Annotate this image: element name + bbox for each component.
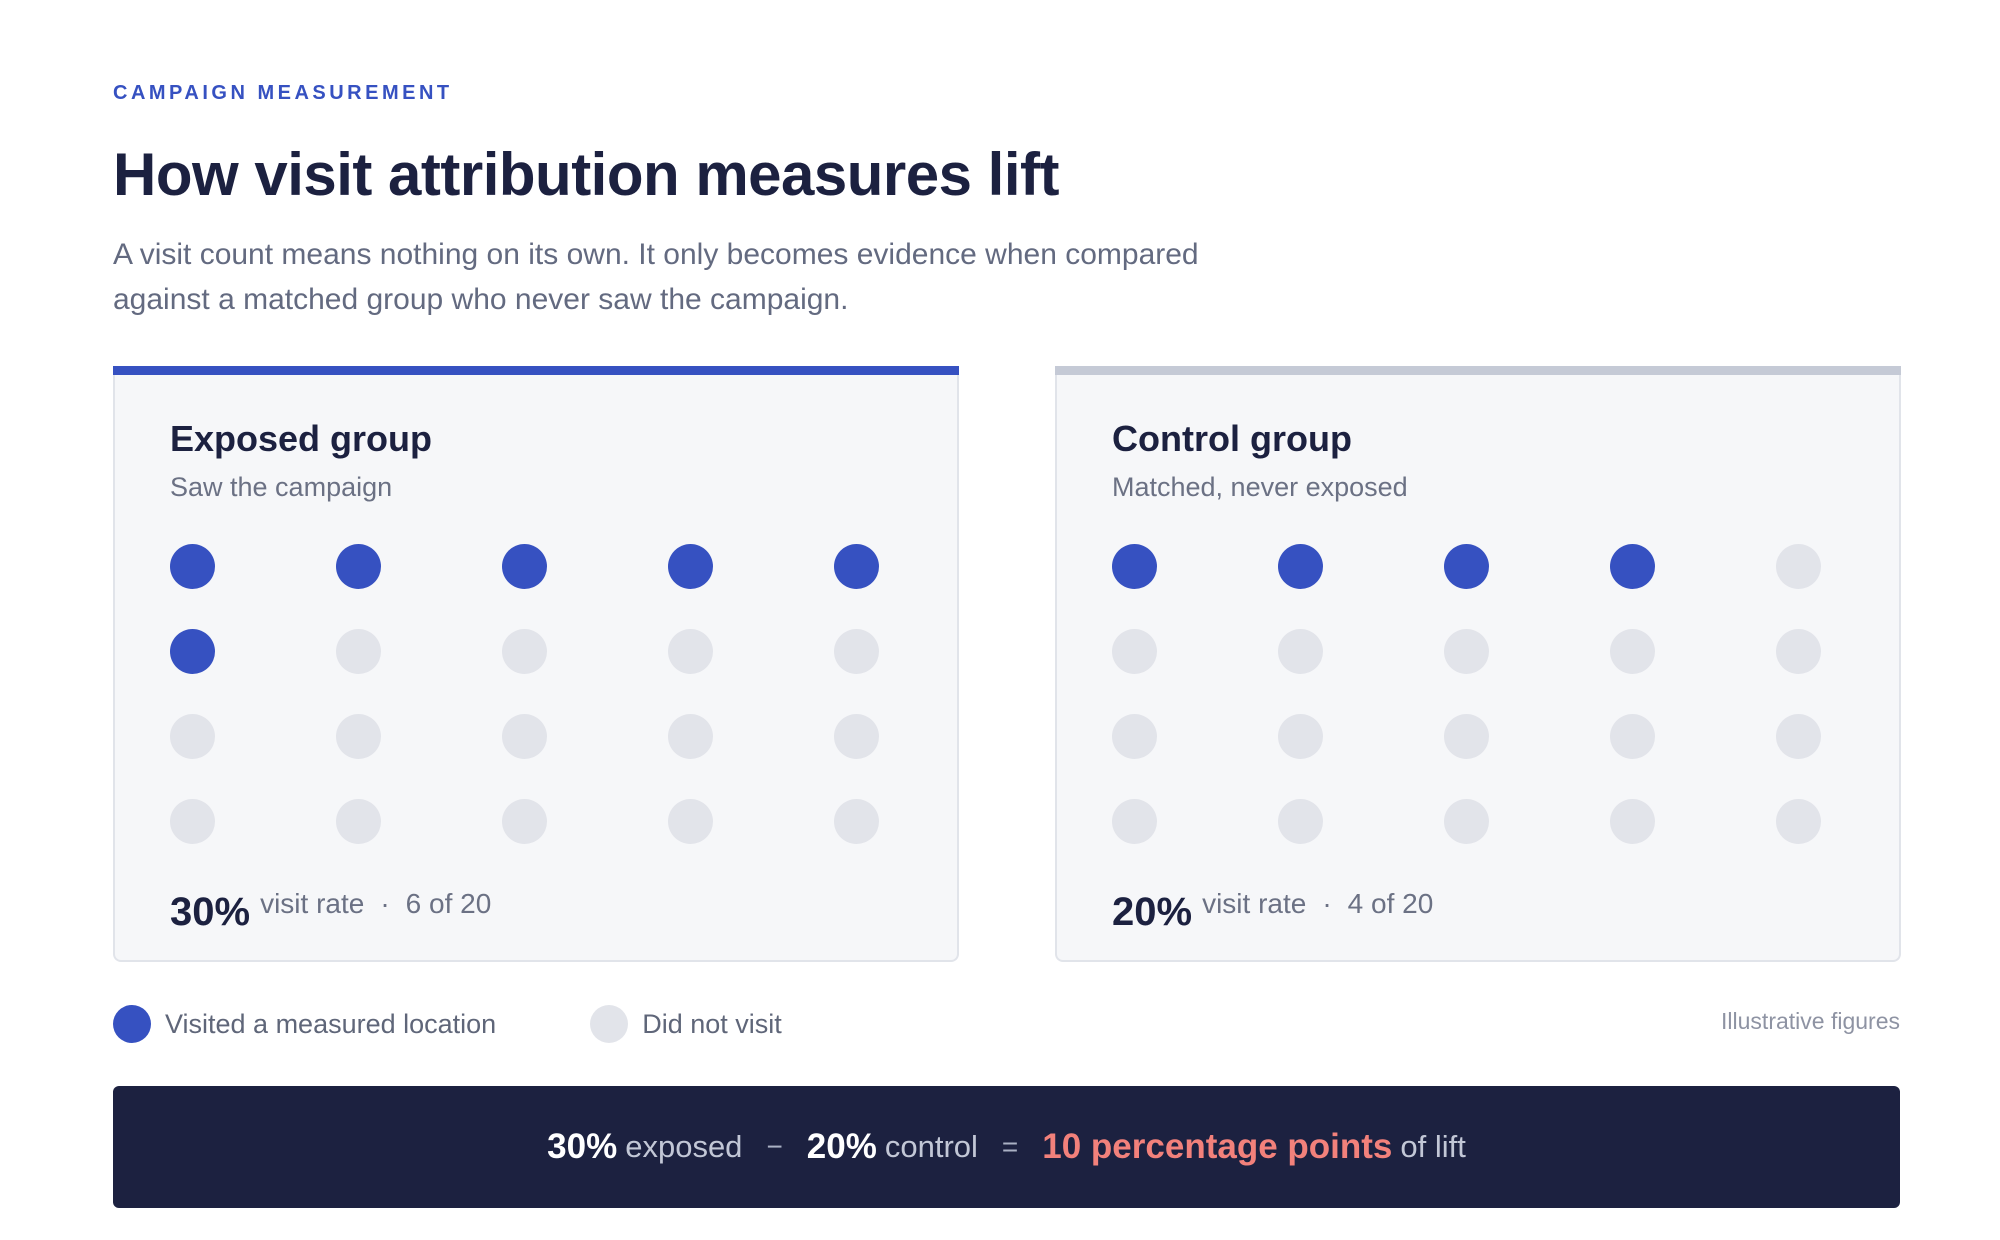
not-visited-dot [1112,714,1157,759]
control-visit-rate-label: visit rate [1202,888,1307,919]
control-group-subtitle: Matched, never exposed [1112,472,1408,502]
eyebrow-label: CAMPAIGN MEASUREMENT [113,82,453,104]
not-visited-dot [170,799,215,844]
control-group-title: Control group [1112,418,1352,459]
not-visited-dot [834,629,879,674]
summary-exposed-pct: 30% [547,1127,618,1166]
equals-operator: = [1001,1131,1019,1162]
visited-dot [170,544,215,589]
summary-control-pct: 20% [806,1127,877,1166]
not-visited-dot [502,714,547,759]
not-visited-dot [1278,799,1323,844]
not-visited-swatch-icon [590,1005,629,1043]
visited-dot [170,629,215,674]
not-visited-dot [1610,629,1655,674]
not-visited-dot [170,714,215,759]
legend-not-visited-label: Did not visit [642,1008,782,1039]
exposed-group-card: Exposed group Saw the campaign 30% visit … [113,366,959,962]
legend-visited-label: Visited a measured location [165,1008,497,1039]
not-visited-dot [1112,629,1157,674]
exposed-group-subtitle: Saw the campaign [170,472,393,502]
visited-dot [834,544,879,589]
exposed-visit-stat: 30% visit rate · 6 of 20 [170,888,491,935]
visited-dot [1278,544,1323,589]
control-visit-stat: 20% visit rate · 4 of 20 [1112,888,1433,935]
visited-dot [336,544,381,589]
control-visit-rate-value: 20% [1112,890,1193,934]
visited-dot [1610,544,1655,589]
not-visited-dot [1112,799,1157,844]
not-visited-dot [502,799,547,844]
not-visited-dot [1610,714,1655,759]
page-title: How visit attribution measures lift [113,141,1060,208]
not-visited-dot [834,799,879,844]
not-visited-dot [1776,629,1821,674]
not-visited-dot [1278,714,1323,759]
exposed-visit-count: 6 of 20 [405,888,492,919]
minus-operator: − [766,1131,783,1162]
summary-exposed-label: exposed [625,1129,743,1164]
exposed-visit-rate-value: 30% [170,890,251,934]
exposed-accent-bar [113,366,959,375]
not-visited-dot [336,799,381,844]
lift-result: 10 percentage points [1042,1127,1393,1166]
not-visited-dot [668,799,713,844]
summary-control-label: control [884,1129,978,1164]
legend-item-not-visited: Did not visit [590,1005,782,1043]
visited-swatch-icon [113,1005,151,1043]
control-dot-grid [1112,544,1822,844]
not-visited-dot [834,714,879,759]
not-visited-dot [1444,799,1489,844]
not-visited-dot [336,714,381,759]
illustrative-note: Illustrative figures [1721,1008,1900,1034]
not-visited-dot [668,714,713,759]
visited-dot [502,544,547,589]
stat-separator: · [1322,888,1332,919]
visited-dot [1444,544,1489,589]
stat-separator: · [380,888,390,919]
not-visited-dot [1776,544,1821,589]
control-visit-count: 4 of 20 [1347,888,1434,919]
control-group-card: Control group Matched, never exposed 20%… [1055,366,1901,962]
exposed-dot-grid [170,544,880,844]
not-visited-dot [502,629,547,674]
not-visited-dot [1776,799,1821,844]
lift-summary-banner: 30% exposed − 20% control = 10 percentag… [113,1086,1900,1208]
page-subtitle: A visit count means nothing on its own. … [113,238,1199,316]
not-visited-dot [1776,714,1821,759]
visited-dot [668,544,713,589]
not-visited-dot [1444,714,1489,759]
legend-item-visited: Visited a measured location [113,1005,496,1043]
not-visited-dot [336,629,381,674]
exposed-visit-rate-label: visit rate [260,888,365,919]
exposed-group-title: Exposed group [170,418,433,459]
not-visited-dot [1444,629,1489,674]
not-visited-dot [668,629,713,674]
visited-dot [1112,544,1157,589]
control-accent-bar [1055,366,1901,375]
legend: Visited a measured location Did not visi… [113,1004,782,1044]
not-visited-dot [1278,629,1323,674]
not-visited-dot [1610,799,1655,844]
lift-result-suffix: of lift [1400,1129,1466,1164]
